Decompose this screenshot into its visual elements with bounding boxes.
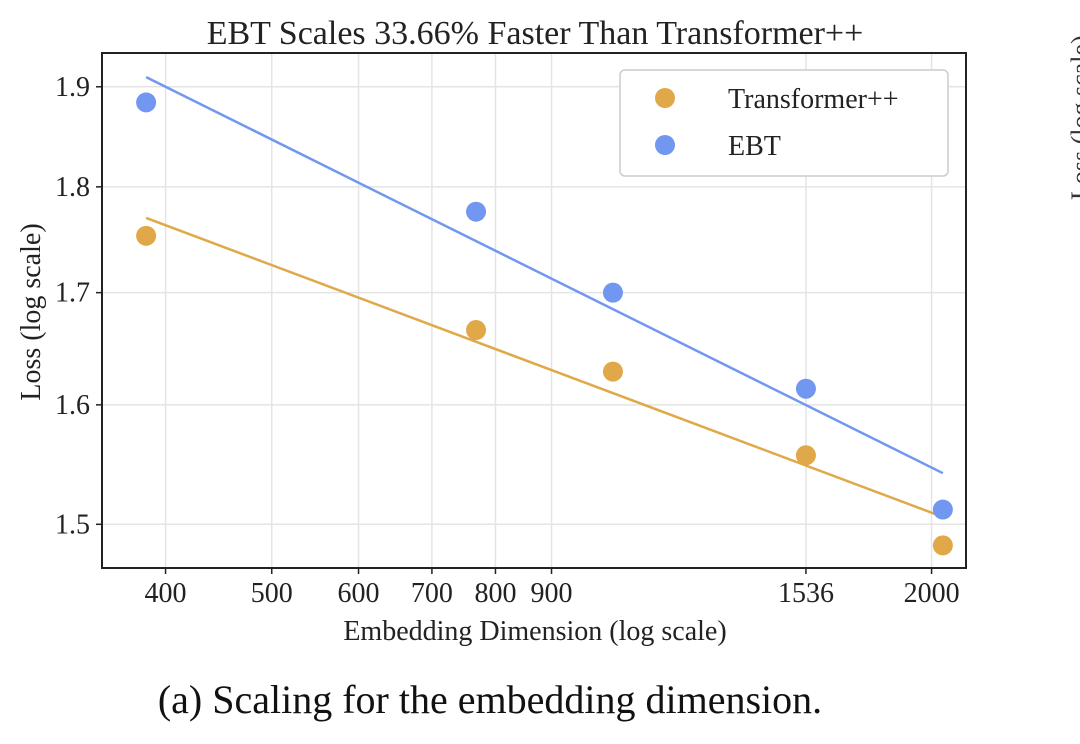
data-point-transformer	[602, 361, 623, 382]
data-point-transformer	[466, 320, 487, 341]
trend-line-ebt	[145, 75, 944, 475]
chart-title: EBT Scales 33.66% Faster Than Transforme…	[207, 15, 864, 52]
x-tick-label: 900	[531, 578, 573, 609]
data-point-ebt	[932, 499, 953, 520]
y-ticks: 1.5 1.6 1.7 1.8 1.9	[55, 72, 102, 540]
trend-line-transformer	[145, 216, 944, 519]
data-point-transformer	[932, 535, 953, 556]
plot-frame	[101, 52, 967, 569]
y-tick-label: 1.5	[55, 509, 90, 540]
x-tick-label: 400	[145, 578, 187, 609]
figure-caption: (a) Scaling for the embedding dimension.	[0, 676, 1080, 723]
x-tick-label: 2000	[904, 578, 960, 609]
data-point-transformer	[795, 445, 816, 466]
data-points	[136, 92, 953, 556]
trend-lines	[145, 75, 944, 519]
y-tick-label: 1.9	[55, 72, 90, 103]
x-axis-label: Embedding Dimension (log scale)	[343, 616, 726, 647]
y-tick-label: 1.8	[55, 172, 90, 203]
x-tick-label: 600	[338, 578, 380, 609]
y-axis-label: Loss (log scale)	[16, 223, 47, 400]
y-tick-label: 1.6	[55, 390, 90, 421]
data-point-ebt	[602, 282, 623, 303]
x-tick-label: 800	[474, 578, 516, 609]
legend-box	[619, 69, 949, 177]
legend-marker-transformer	[655, 88, 675, 108]
caption-text: (a) Scaling for the embedding dimension.	[157, 677, 823, 722]
x-ticks: 400 500 600 700 800 900 1536 2000	[145, 568, 960, 609]
legend-marker-ebt	[655, 135, 675, 155]
neighbor-chart-axis-label: Loss (log scale)	[1066, 35, 1080, 200]
data-point-transformer	[136, 225, 157, 246]
data-point-ebt	[795, 378, 816, 399]
x-tick-label: 500	[251, 578, 293, 609]
legend: Transformer++ EBT	[619, 69, 949, 177]
y-tick-label: 1.7	[55, 278, 90, 309]
legend-label-ebt: EBT	[728, 131, 781, 162]
x-tick-label: 1536	[778, 578, 834, 609]
x-tick-label: 700	[411, 578, 453, 609]
legend-label-transformer: Transformer++	[728, 84, 899, 115]
data-point-ebt	[466, 201, 487, 222]
data-point-ebt	[136, 92, 157, 113]
